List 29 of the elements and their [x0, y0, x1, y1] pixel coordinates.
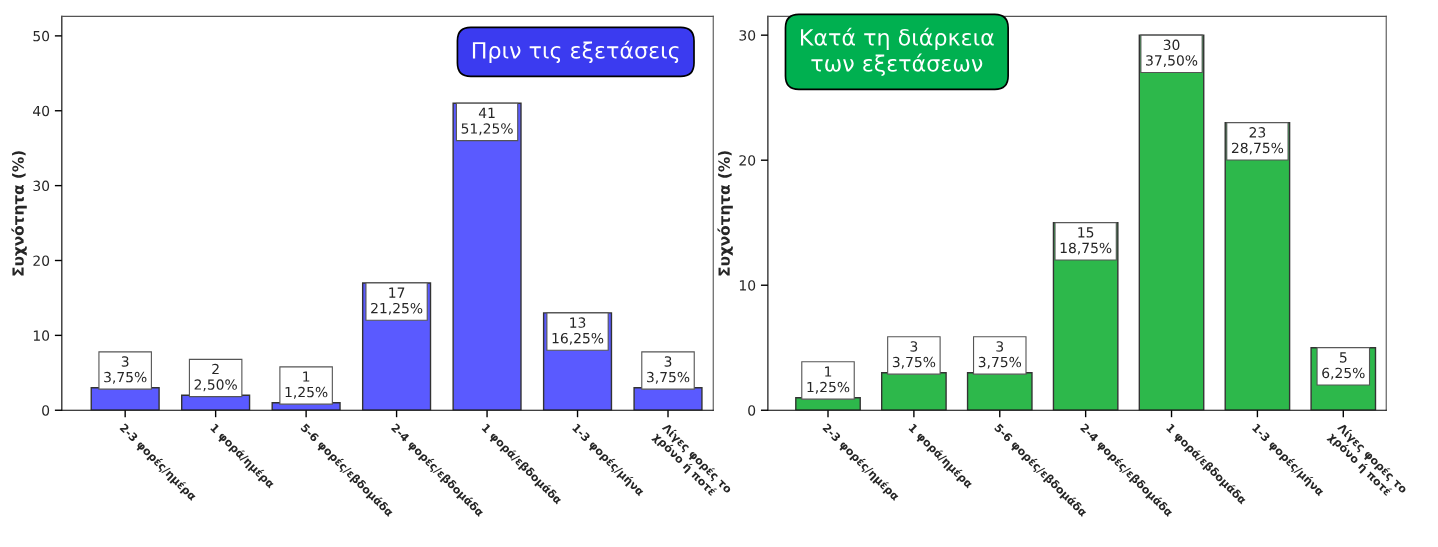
annotation: Πριν τις εξετάσεις [472, 40, 679, 64]
y-tick-label: 30 [739, 30, 756, 41]
data-label: 2 2,50% [194, 363, 237, 392]
y-tick-label: 0 [748, 405, 756, 416]
y-tick-label: 20 [33, 255, 50, 266]
data-label: 5 6,25% [1322, 352, 1365, 380]
data-label: 30 37,50% [1146, 39, 1198, 68]
y-tick-label: 30 [33, 180, 50, 192]
y-axis-title: Συχνότητα (%) [717, 151, 733, 276]
y-tick-label: 10 [739, 280, 756, 291]
data-label: 23 28,75% [1231, 127, 1284, 155]
data-label: 3 3,75% [892, 341, 936, 369]
y-tick-label: 20 [739, 155, 756, 166]
data-label: 41 51,25% [461, 107, 513, 136]
y-axis-title: Συχνότητα (%) [11, 151, 27, 276]
y-tick-label: 40 [33, 105, 50, 117]
data-label: 17 21,25% [371, 287, 423, 315]
y-tick-label: 50 [33, 30, 50, 42]
data-label: 3 3,75% [647, 356, 690, 384]
bar [1138, 34, 1205, 411]
y-tick-label: 10 [33, 330, 50, 341]
data-label: 3 3,75% [104, 356, 147, 384]
data-label: 15 18,75% [1060, 227, 1112, 255]
data-label: 1 1,25% [285, 371, 328, 399]
y-tick-label: 0 [42, 405, 50, 416]
data-label: 1 1,25% [807, 366, 850, 394]
annotation: Κατά τη διάρκεια των εξετάσεων [800, 27, 994, 77]
data-label: 13 16,25% [552, 317, 604, 345]
data-label: 3 3,75% [978, 341, 1022, 369]
